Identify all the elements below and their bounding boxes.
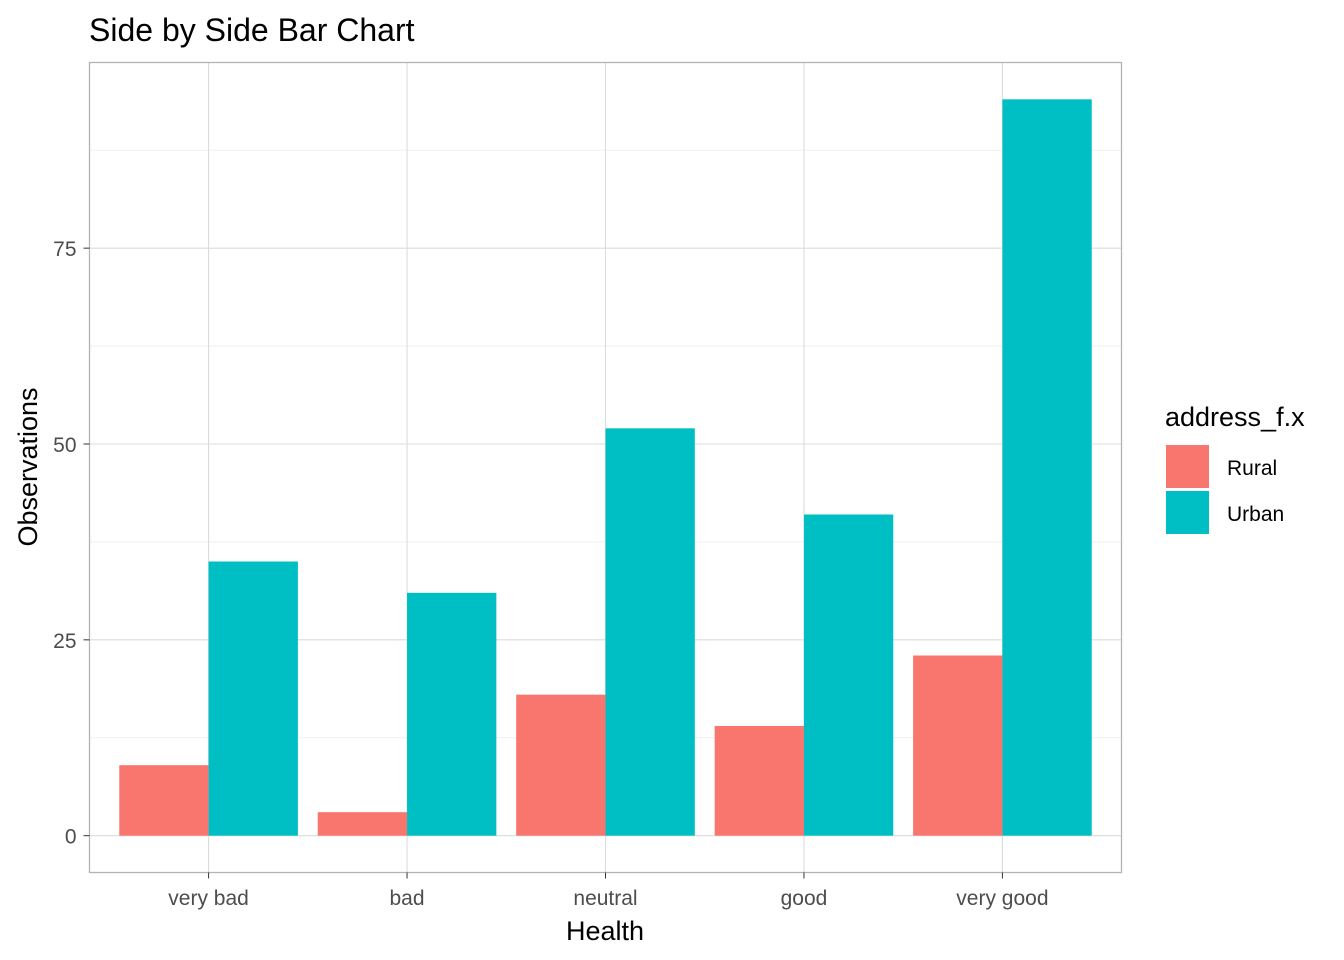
x-tick-label: good	[781, 887, 828, 910]
x-tick-label: neutral	[573, 887, 637, 910]
y-axis-title: Observations	[13, 387, 43, 546]
bar-urban-neutral	[605, 428, 695, 836]
bar-urban-very-bad	[208, 561, 298, 836]
y-tick-label: 0	[65, 826, 77, 849]
legend-label-rural: Rural	[1227, 457, 1277, 480]
x-tick-label: bad	[390, 887, 425, 910]
bar-urban-good	[803, 514, 894, 836]
bar-rural-bad	[317, 812, 408, 836]
legend-key-urban	[1166, 491, 1209, 534]
bar-rural-good	[714, 726, 804, 836]
x-tick-label: very good	[956, 887, 1048, 910]
bars	[119, 99, 1092, 836]
bar-urban-bad	[407, 592, 497, 836]
bar-rural-neutral	[516, 694, 606, 836]
bar-rural-very-good	[913, 655, 1003, 836]
y-axis: 0 25 50 75	[53, 238, 90, 849]
x-axis-title: Health	[566, 916, 644, 946]
y-tick-label: 75	[53, 238, 76, 261]
x-tick-label: very bad	[168, 887, 249, 910]
legend-title: address_f.x	[1165, 402, 1305, 432]
bar-rural-very-bad	[119, 765, 209, 836]
bar-urban-very-good	[1002, 99, 1092, 836]
legend-key-rural	[1166, 445, 1209, 488]
y-tick-label: 25	[53, 630, 76, 653]
x-axis: very bad bad neutral good very good	[168, 872, 1049, 910]
y-tick-label: 50	[53, 434, 76, 457]
chart-title: Side by Side Bar Chart	[89, 12, 415, 48]
legend: address_f.x Rural Urban	[1165, 402, 1305, 534]
legend-label-urban: Urban	[1227, 503, 1284, 526]
